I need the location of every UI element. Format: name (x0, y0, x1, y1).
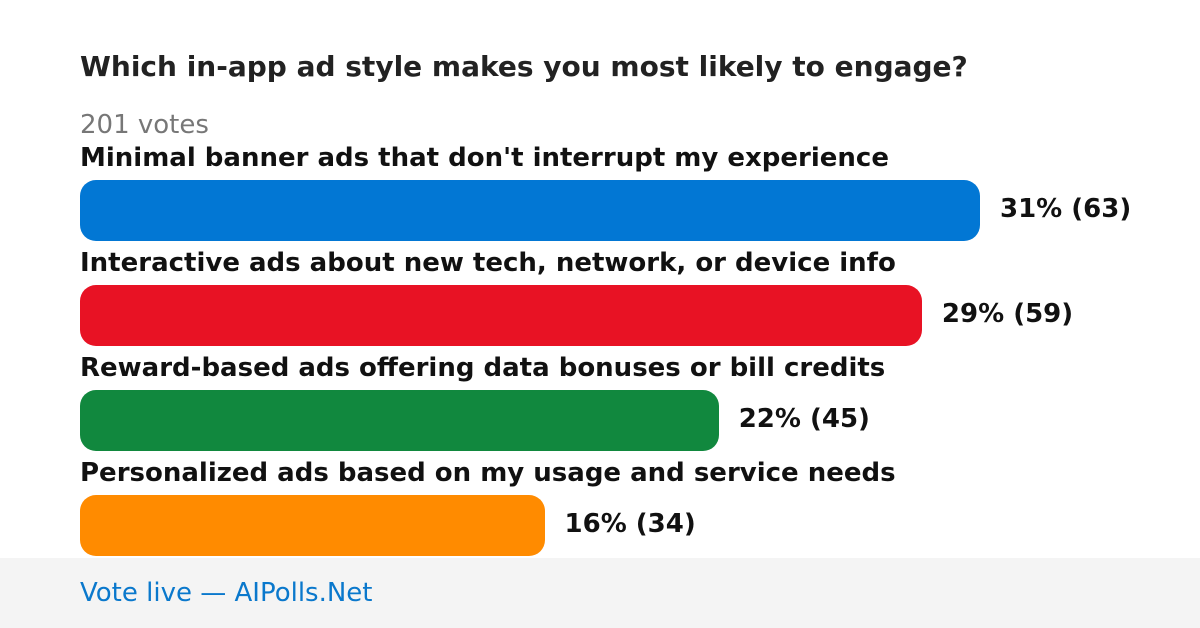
option-label: Interactive ads about new tech, network,… (80, 248, 896, 278)
poll-question: Which in-app ad style makes you most lik… (80, 50, 968, 83)
footer-bar: Vote live — AIPolls.Net (0, 558, 1200, 628)
vote-live-link[interactable]: Vote live — AIPolls.Net (80, 578, 373, 608)
result-value-label: 31% (63) (1000, 194, 1132, 224)
result-bar (80, 390, 719, 451)
result-value-label: 29% (59) (941, 299, 1074, 329)
option-label: Personalized ads based on my usage and s… (80, 458, 896, 488)
result-value-label: 16% (34) (564, 509, 696, 539)
option-label: Reward-based ads offering data bonuses o… (80, 353, 886, 383)
vote-count: 201 votes (80, 110, 209, 140)
poll-results-chart: Minimal banner ads that don't interrupt … (80, 143, 1132, 556)
option-label: Minimal banner ads that don't interrupt … (80, 143, 889, 173)
result-bar (80, 495, 545, 556)
result-bar (80, 180, 980, 241)
result-value-label: 22% (45) (738, 404, 870, 434)
result-bar (80, 285, 922, 346)
